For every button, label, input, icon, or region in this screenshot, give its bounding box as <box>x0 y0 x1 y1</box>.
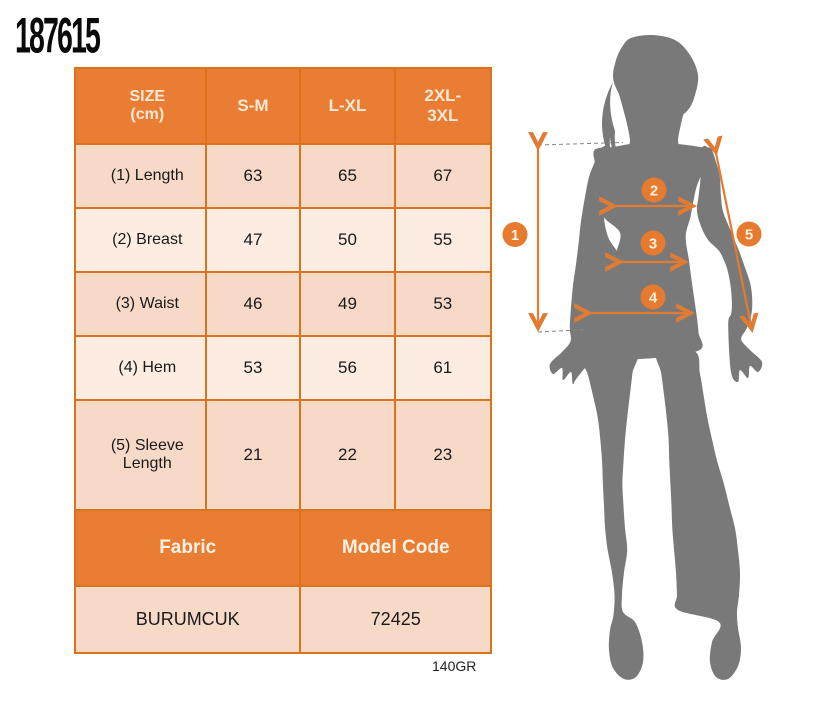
svg-text:4: 4 <box>649 290 658 307</box>
svg-text:5: 5 <box>745 227 753 244</box>
svg-text:3: 3 <box>649 236 657 253</box>
svg-text:1: 1 <box>511 227 519 244</box>
svg-text:2: 2 <box>650 183 658 200</box>
